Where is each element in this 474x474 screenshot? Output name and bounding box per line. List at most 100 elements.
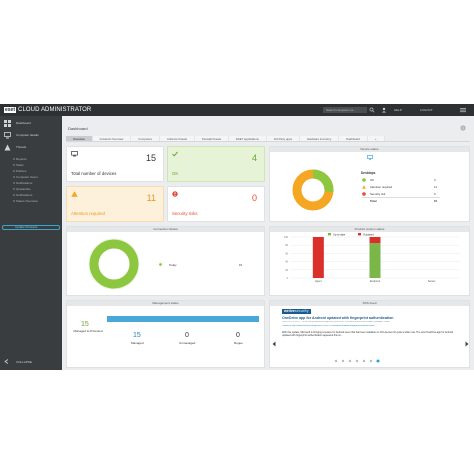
sidebar-item-quarantine[interactable]: Quarantine bbox=[16, 187, 31, 191]
bullet-icon bbox=[13, 200, 15, 202]
bullet-icon bbox=[13, 182, 15, 184]
panel-title: Device status bbox=[270, 147, 469, 152]
rss-body: With this update, Microsoft is bringing … bbox=[282, 331, 454, 338]
device-status-legend-title: Desktops bbox=[361, 171, 376, 175]
legend-swatch-up-to-date bbox=[328, 233, 331, 236]
total-devices-label: Total number of devices bbox=[71, 171, 117, 176]
tab-eset-applications[interactable]: ESET applications bbox=[229, 136, 267, 141]
search-input[interactable]: Search computer na... bbox=[323, 107, 367, 113]
threats-icon[interactable] bbox=[4, 144, 11, 151]
tab-antivirus-threats[interactable]: Antivirus threats bbox=[159, 136, 196, 141]
legend-swatch-outdated bbox=[358, 233, 361, 236]
device-status-panel: Device status Desktops OK 4 Attention re… bbox=[269, 146, 470, 222]
collapse-button[interactable]: COLLAPSE bbox=[16, 360, 32, 364]
bullet-icon bbox=[13, 176, 15, 178]
check-icon bbox=[362, 178, 366, 182]
total-devices-tile[interactable]: 15 Total number of devices bbox=[66, 146, 164, 182]
legend-value-today: 15 bbox=[239, 263, 243, 267]
computer-icon bbox=[71, 151, 78, 157]
tab-overview[interactable]: Overview bbox=[66, 136, 93, 141]
prev-arrow-icon[interactable] bbox=[272, 341, 276, 347]
total-devices-value: 15 bbox=[145, 153, 156, 163]
sidebar-item-notifications[interactable]: Notifications bbox=[16, 181, 33, 185]
managed-label: Managed bbox=[131, 341, 144, 345]
sidebar-item-notifications-2[interactable]: Notifications bbox=[16, 193, 33, 197]
ok-value: 4 bbox=[251, 153, 257, 163]
divider bbox=[362, 197, 440, 198]
tab-computers[interactable]: Computers bbox=[131, 136, 160, 141]
panel-title: RSS Feed bbox=[270, 301, 469, 306]
management-status-panel: Management status 15 Managed & Protected… bbox=[66, 300, 265, 368]
tab-dashboard[interactable]: Dashboard bbox=[339, 136, 368, 141]
sidebar-item-threats[interactable]: Threats bbox=[16, 145, 27, 149]
connection-status-donut bbox=[88, 238, 140, 290]
y-tick-label: 80 bbox=[285, 244, 288, 247]
rogue-label: Rogue bbox=[234, 341, 243, 345]
sidebar-item-computer-users[interactable]: Computer Users bbox=[16, 175, 38, 179]
panel-title: Management status bbox=[67, 301, 264, 306]
rss-headline[interactable]: OneDrive app for Android updated with fi… bbox=[282, 316, 394, 320]
brand-part-a: welive bbox=[284, 309, 295, 313]
tab-hardware-inventory[interactable]: Hardware inventory bbox=[300, 136, 340, 141]
search-icon[interactable] bbox=[369, 107, 375, 113]
computers-icon[interactable] bbox=[4, 132, 11, 139]
logo: eset CLOUD ADMINISTRATOR bbox=[4, 107, 91, 113]
help-button[interactable]: HELP bbox=[394, 108, 402, 112]
next-arrow-icon[interactable] bbox=[465, 341, 469, 347]
attention-tile[interactable]: 11 Attention required bbox=[66, 186, 164, 222]
settings-icon[interactable] bbox=[460, 125, 466, 131]
y-tick-label: 0 bbox=[287, 277, 289, 280]
bullet-icon bbox=[13, 194, 15, 196]
carousel-dots[interactable] bbox=[334, 359, 394, 363]
panel-title: Connection Status bbox=[67, 227, 264, 232]
unmanaged-label: Unmanaged bbox=[179, 341, 196, 345]
attention-value: 11 bbox=[146, 193, 156, 203]
collapse-icon[interactable] bbox=[4, 359, 9, 364]
security-risk-tile[interactable]: 0 Security risks bbox=[167, 186, 265, 222]
sidebar-item-update-products[interactable]: Update Products bbox=[2, 225, 60, 230]
logout-button[interactable]: LOGOUT bbox=[420, 108, 433, 112]
sidebar-item-tasks[interactable]: Tasks bbox=[16, 163, 24, 167]
tab-firewall-threats[interactable]: Firewall threats bbox=[195, 136, 230, 141]
sidebar-item-label: Update Products bbox=[15, 225, 38, 229]
computer-icon bbox=[367, 155, 373, 160]
ok-tile[interactable]: 4 OK bbox=[167, 146, 265, 182]
rss-link[interactable]: Posted in http://www.welivesecurity.com/… bbox=[282, 325, 375, 327]
alert-icon bbox=[362, 192, 366, 196]
unmanaged-value: 0 bbox=[185, 332, 189, 339]
sidebar-item-policies[interactable]: Policies bbox=[16, 169, 27, 173]
legend-value-total: 15 bbox=[434, 199, 438, 203]
menu-icon[interactable] bbox=[460, 107, 466, 113]
legend-label-up-to-date: Up-to-date bbox=[333, 233, 346, 236]
welivesecurity-logo: welivesecurity bbox=[282, 309, 311, 314]
app-window: eset CLOUD ADMINISTRATOR Search computer… bbox=[0, 104, 474, 370]
bar-up-to-date-endpoint bbox=[369, 243, 381, 278]
legend-label-today: Today bbox=[169, 263, 177, 267]
x-tick-label: Endpoint bbox=[370, 279, 381, 283]
legend-value-risk: 0 bbox=[434, 192, 436, 196]
bullet-icon bbox=[13, 188, 15, 190]
user-icon[interactable] bbox=[381, 107, 387, 113]
dashboard-icon[interactable] bbox=[4, 120, 11, 127]
legend-dot-icon bbox=[159, 263, 162, 266]
connection-status-panel: Connection Status Today 15 bbox=[66, 226, 265, 296]
brand-part-b: security bbox=[294, 309, 309, 313]
legend-label-risk: Security risk bbox=[370, 192, 386, 196]
bar-outdated-agent bbox=[312, 237, 324, 278]
sidebar-item-dashboard[interactable]: Dashboard bbox=[16, 121, 31, 125]
add-tab-button[interactable]: + bbox=[367, 136, 385, 141]
tab-incidents-overview[interactable]: Incidents Overview bbox=[92, 136, 132, 141]
main-content: Dashboard Overview Incidents Overview Co… bbox=[62, 116, 474, 370]
sidebar-item-computers[interactable]: Computer details bbox=[16, 133, 39, 137]
sidebar: Dashboard Computer details Threats Repor… bbox=[0, 116, 62, 370]
warning-icon bbox=[362, 185, 366, 189]
page-title: Dashboard bbox=[68, 126, 88, 131]
y-tick-label: 20 bbox=[285, 269, 288, 272]
legend-label-ok: OK bbox=[370, 178, 375, 182]
sidebar-item-reports[interactable]: Reports bbox=[16, 157, 27, 161]
managed-value: 15 bbox=[133, 332, 141, 339]
warning-icon bbox=[71, 191, 78, 197]
sidebar-item-status-overview[interactable]: Status Overview bbox=[16, 199, 38, 203]
x-tick-label: Server bbox=[428, 279, 436, 283]
tab-3rd-party-apps[interactable]: 3rd Party apps bbox=[266, 136, 301, 141]
